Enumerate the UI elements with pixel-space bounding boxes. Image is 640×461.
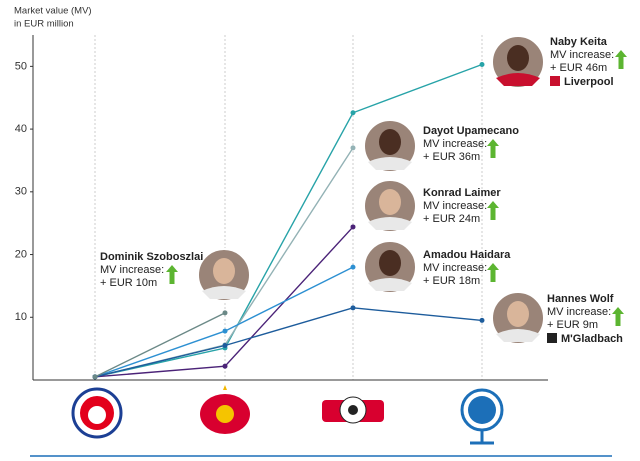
mv-amount: + EUR 36m [423,151,480,163]
player-photo [202,286,246,299]
player-photo [368,217,412,230]
club-icon [547,333,557,343]
y-tick-label: 20 [15,248,27,260]
up-arrow [615,50,627,69]
player-photo [368,157,412,170]
mv-amount: + EUR 10m [100,277,157,289]
player-name: Hannes Wolf [547,293,614,305]
mv-label: MV increase: [100,264,164,276]
player-name: Naby Keita [550,36,608,48]
data-point [222,343,228,348]
mv-amount: + EUR 9m [547,319,598,331]
data-point [350,264,356,270]
club-logo [348,405,358,415]
player-photo [213,258,235,284]
data-point [222,328,228,334]
data-point [350,224,356,230]
mv-label: MV increase: [423,262,487,274]
y-tick-label: 30 [15,186,27,198]
mv-label: MV increase: [423,200,487,212]
player-photo [379,189,401,215]
data-point [350,305,356,311]
mv-amount: + EUR 18m [423,275,480,287]
player-name: Konrad Laimer [423,187,501,199]
club-logo [223,385,227,390]
player-photo [379,129,401,155]
club-logo [88,406,106,424]
player-photo [379,250,401,276]
y-tick-label: 40 [15,123,27,135]
club-name: Liverpool [564,76,614,88]
y-title: Market value (MV) [14,6,92,17]
mv-amount: + EUR 24m [423,213,480,225]
y-title: in EUR million [14,19,74,30]
player-photo [368,278,412,291]
series-line [94,312,226,378]
club-name: M'Gladbach [561,333,623,345]
series-line [94,307,483,378]
data-point [222,310,228,316]
up-arrow [612,307,624,326]
y-tick-label: 10 [15,311,27,323]
player-name: Dominik Szoboszlai [100,251,203,263]
player-photo [507,301,529,327]
data-point [350,145,356,151]
player-photo [496,73,540,86]
data-point [222,363,228,369]
y-tick-label: 50 [15,60,27,72]
club-icon [550,76,560,86]
mv-label: MV increase: [547,306,611,318]
data-point [350,110,356,116]
globe-icon [468,396,496,424]
mv-amount: + EUR 46m [550,62,607,74]
data-point [92,374,98,380]
club-logo [216,405,234,423]
player-name: Amadou Haidara [423,249,511,261]
mv-label: MV increase: [423,138,487,150]
player-photo [507,45,529,71]
up-arrow [166,265,178,284]
mv-label: MV increase: [550,49,614,61]
logos [71,385,504,445]
up-arrow [487,263,499,282]
data-point [479,61,485,67]
data-point [479,317,485,323]
up-arrow [487,139,499,158]
player-name: Dayot Upamecano [423,125,519,137]
up-arrow [487,201,499,220]
player-photo [496,329,540,342]
series-line [94,63,483,378]
